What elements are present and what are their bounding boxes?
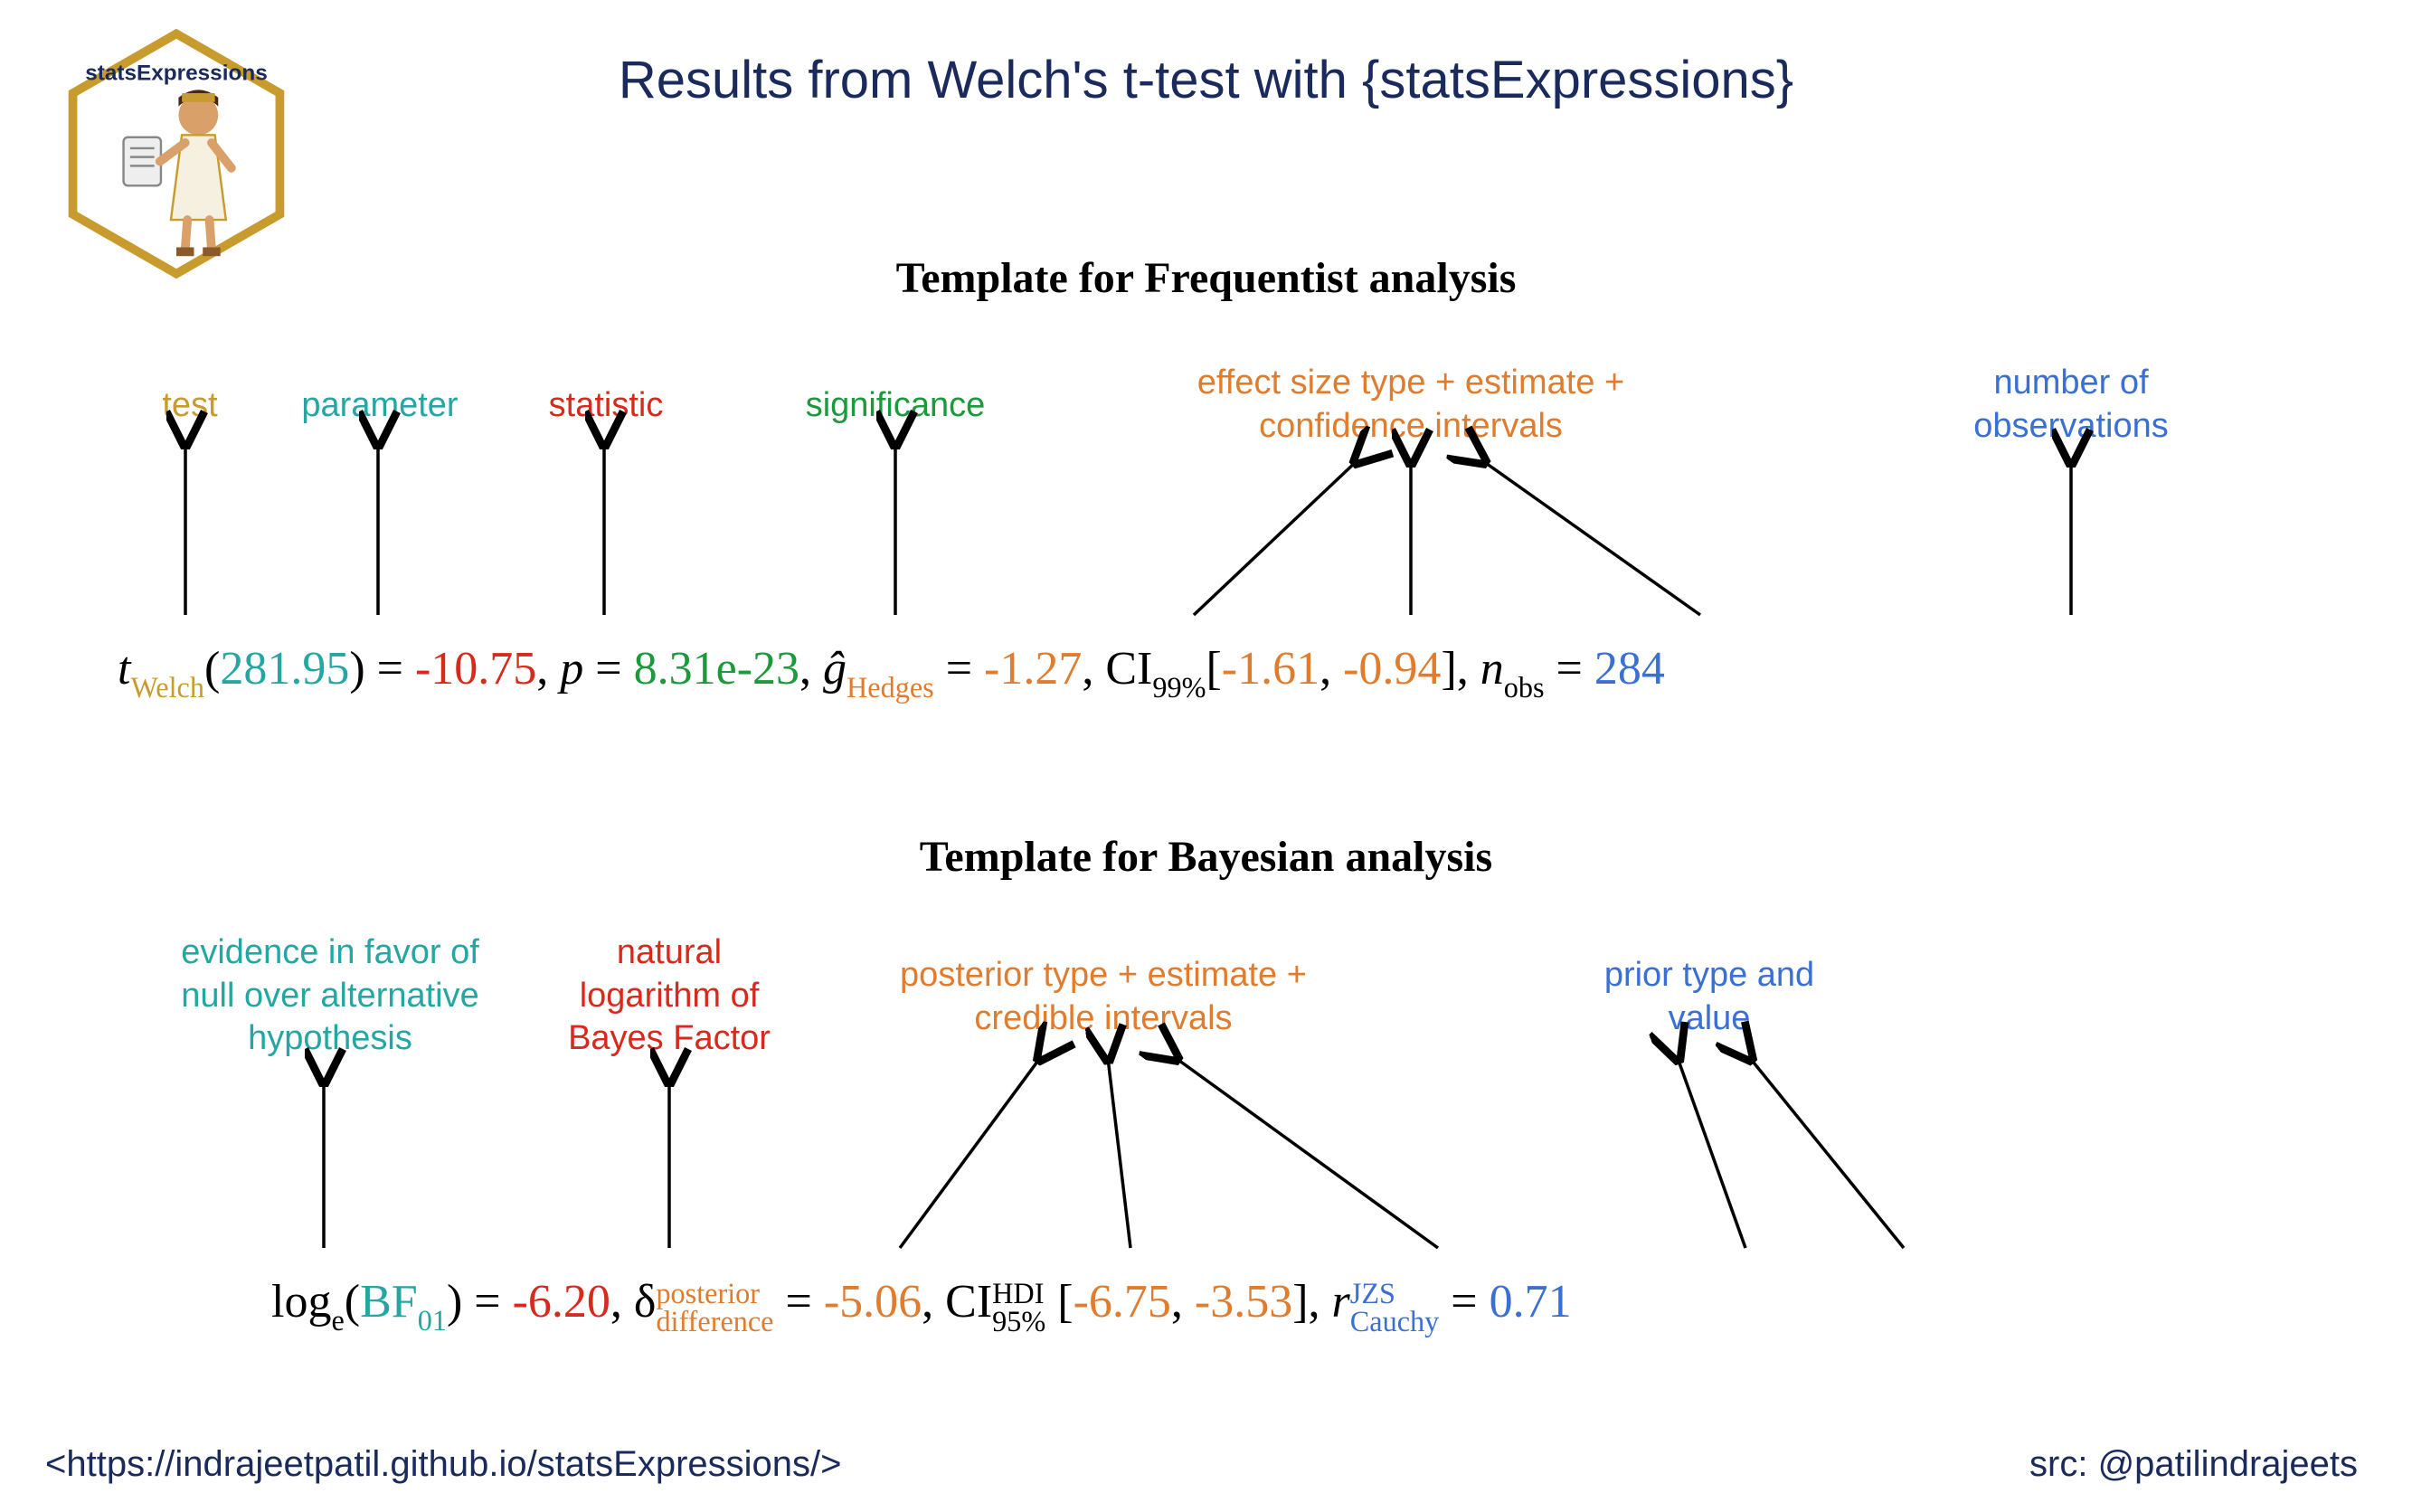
page-root: Results from Welch's t-test with {statsE…: [0, 0, 2412, 1512]
r-sub: Cauchy: [1350, 1305, 1439, 1337]
delta-sub: difference: [656, 1305, 773, 1337]
log-symbol: log: [271, 1276, 331, 1328]
footer-url: <https://indrajeetpatil.github.io/statsE…: [45, 1444, 842, 1485]
r-symbol: r: [1332, 1276, 1350, 1328]
delta-symbol: δ: [634, 1276, 657, 1328]
b-ci-hi: -3.53: [1195, 1276, 1292, 1328]
bf-sub: 01: [418, 1304, 447, 1337]
bf-symbol: BF: [360, 1276, 418, 1328]
delta-val: -5.06: [824, 1276, 922, 1328]
bf-val: -6.20: [513, 1276, 610, 1328]
bayes-expression: loge(BF01) = -6.20, δposteriordifference…: [271, 1275, 1572, 1334]
b-ci-label: CI: [945, 1276, 992, 1328]
r-val: 0.71: [1490, 1276, 1572, 1328]
footer-src: src: @patilindrajeets: [2029, 1444, 2358, 1485]
b-ci-lo: -6.75: [1074, 1276, 1171, 1328]
b-ci-sub: 95%: [992, 1305, 1045, 1337]
log-sub: e: [331, 1304, 344, 1337]
